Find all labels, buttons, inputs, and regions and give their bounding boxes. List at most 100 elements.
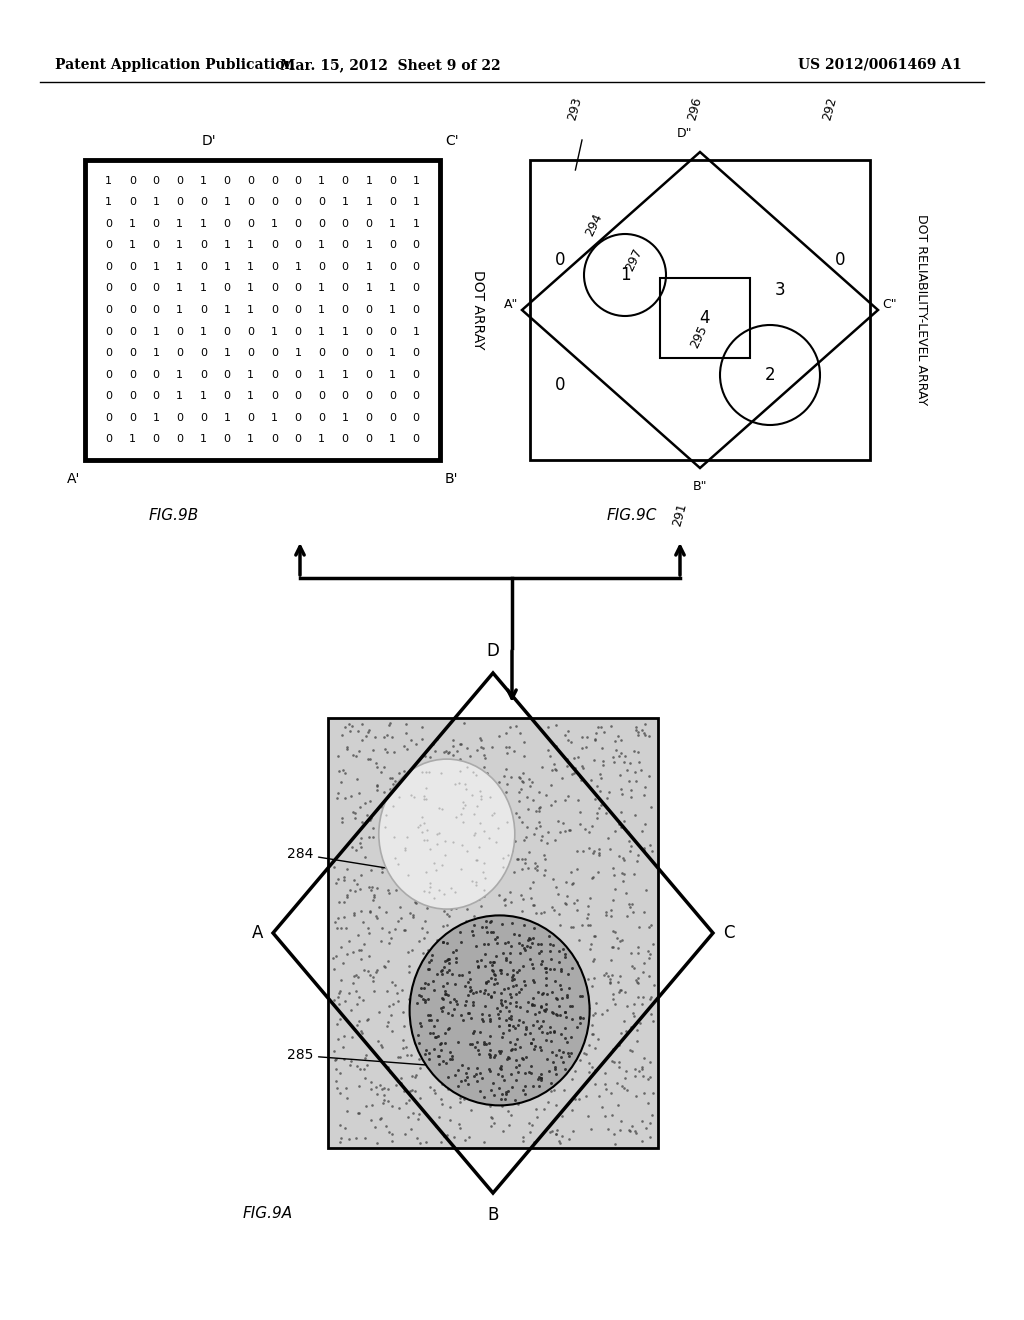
Point bbox=[342, 1055, 358, 1076]
Text: 1: 1 bbox=[318, 326, 325, 337]
Point bbox=[483, 805, 500, 826]
Point bbox=[573, 985, 590, 1006]
Point bbox=[524, 987, 541, 1008]
Point bbox=[622, 1121, 638, 1142]
Point bbox=[485, 952, 502, 973]
Point bbox=[505, 965, 521, 986]
Point bbox=[468, 936, 484, 957]
Point bbox=[555, 1041, 571, 1063]
Text: 0: 0 bbox=[223, 391, 230, 401]
Point bbox=[628, 771, 644, 792]
Point bbox=[411, 931, 427, 952]
Point bbox=[603, 900, 620, 921]
Point bbox=[645, 1082, 662, 1104]
Point bbox=[474, 1068, 490, 1089]
Point bbox=[472, 896, 488, 917]
Point bbox=[416, 880, 432, 902]
Point bbox=[543, 1031, 559, 1052]
Point bbox=[485, 1085, 502, 1106]
Point bbox=[612, 779, 629, 800]
Point bbox=[477, 867, 494, 888]
Point bbox=[643, 840, 659, 861]
Point bbox=[464, 1034, 480, 1055]
Point bbox=[605, 746, 622, 767]
Point bbox=[634, 1056, 650, 1077]
Point bbox=[353, 1020, 370, 1041]
Point bbox=[530, 1002, 547, 1023]
Point bbox=[442, 1041, 459, 1063]
Point bbox=[333, 771, 349, 792]
Point bbox=[354, 714, 371, 735]
Point bbox=[407, 1080, 423, 1101]
Point bbox=[474, 828, 490, 849]
Point bbox=[496, 766, 512, 787]
Point bbox=[440, 1003, 457, 1024]
Point bbox=[639, 1092, 655, 1113]
Text: 0: 0 bbox=[105, 219, 113, 228]
Point bbox=[456, 1082, 472, 1104]
Point bbox=[523, 887, 540, 908]
Point bbox=[432, 836, 449, 857]
Point bbox=[501, 1003, 517, 1024]
Point bbox=[396, 1080, 413, 1101]
Point bbox=[508, 983, 524, 1005]
Point bbox=[326, 948, 342, 969]
Point bbox=[352, 796, 369, 817]
Point bbox=[426, 887, 442, 908]
Point bbox=[434, 964, 451, 985]
Point bbox=[383, 805, 399, 826]
Point bbox=[565, 983, 582, 1005]
Point bbox=[541, 1092, 557, 1113]
Point bbox=[630, 742, 646, 763]
Text: 0: 0 bbox=[295, 176, 301, 186]
Point bbox=[558, 961, 574, 982]
Point bbox=[508, 715, 524, 737]
Point bbox=[452, 734, 468, 755]
Point bbox=[596, 964, 612, 985]
Point bbox=[500, 932, 516, 953]
Point bbox=[469, 850, 485, 871]
Text: 0: 0 bbox=[366, 391, 373, 401]
Text: 0: 0 bbox=[223, 219, 230, 228]
Point bbox=[451, 825, 467, 846]
Text: 0: 0 bbox=[129, 305, 136, 315]
Point bbox=[581, 1052, 597, 1073]
Point bbox=[500, 977, 516, 998]
Point bbox=[452, 772, 468, 793]
Point bbox=[345, 941, 361, 962]
Point bbox=[472, 727, 488, 748]
Point bbox=[521, 1122, 538, 1143]
Point bbox=[591, 1085, 607, 1106]
Point bbox=[460, 1003, 476, 1024]
Point bbox=[458, 927, 474, 948]
Point bbox=[460, 1073, 476, 1094]
Text: US 2012/0061469 A1: US 2012/0061469 A1 bbox=[798, 58, 962, 73]
Point bbox=[419, 829, 435, 850]
Point bbox=[522, 916, 539, 937]
Point bbox=[502, 987, 518, 1008]
Point bbox=[441, 1048, 458, 1069]
Point bbox=[493, 1005, 509, 1026]
Point bbox=[390, 853, 407, 874]
Point bbox=[348, 965, 365, 986]
Point bbox=[437, 830, 454, 851]
Point bbox=[548, 1123, 564, 1144]
Point bbox=[380, 950, 396, 972]
Point bbox=[551, 1130, 567, 1151]
Point bbox=[524, 871, 541, 892]
Point bbox=[407, 1067, 423, 1088]
Point bbox=[604, 964, 621, 985]
Point bbox=[336, 1026, 352, 1047]
Point bbox=[446, 973, 463, 994]
Point bbox=[551, 995, 567, 1016]
Text: 1: 1 bbox=[176, 370, 183, 380]
Point bbox=[557, 1001, 573, 1022]
Point bbox=[413, 1036, 429, 1057]
Text: 0: 0 bbox=[247, 219, 254, 228]
Point bbox=[587, 1038, 603, 1059]
Point bbox=[401, 1080, 418, 1101]
Point bbox=[486, 1047, 503, 1068]
Text: 0: 0 bbox=[270, 176, 278, 186]
Point bbox=[612, 764, 629, 785]
Point bbox=[444, 730, 461, 751]
